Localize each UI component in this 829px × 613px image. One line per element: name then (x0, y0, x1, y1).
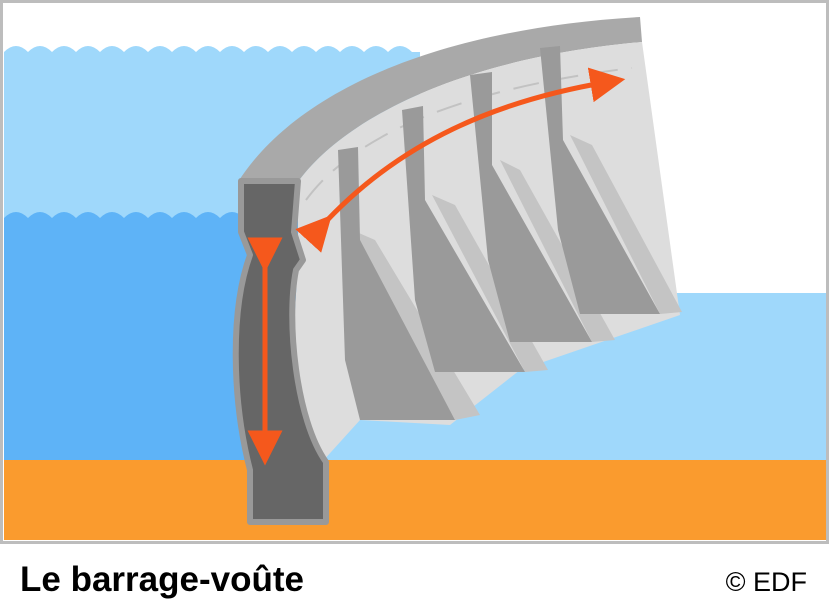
copyright-credit: © EDF (725, 567, 807, 597)
buttress-2 (402, 106, 525, 372)
buttress-3 (470, 72, 592, 342)
reservoir-deep-water (4, 212, 300, 460)
ground (4, 460, 826, 540)
buttress-1-shadow (352, 230, 480, 420)
caption-title: Le barrage-voûte (20, 560, 304, 599)
arch-thrust-arrow (295, 67, 626, 253)
buttress-1 (338, 147, 455, 420)
dam-crest (238, 17, 642, 182)
dam-illustration (0, 0, 829, 544)
